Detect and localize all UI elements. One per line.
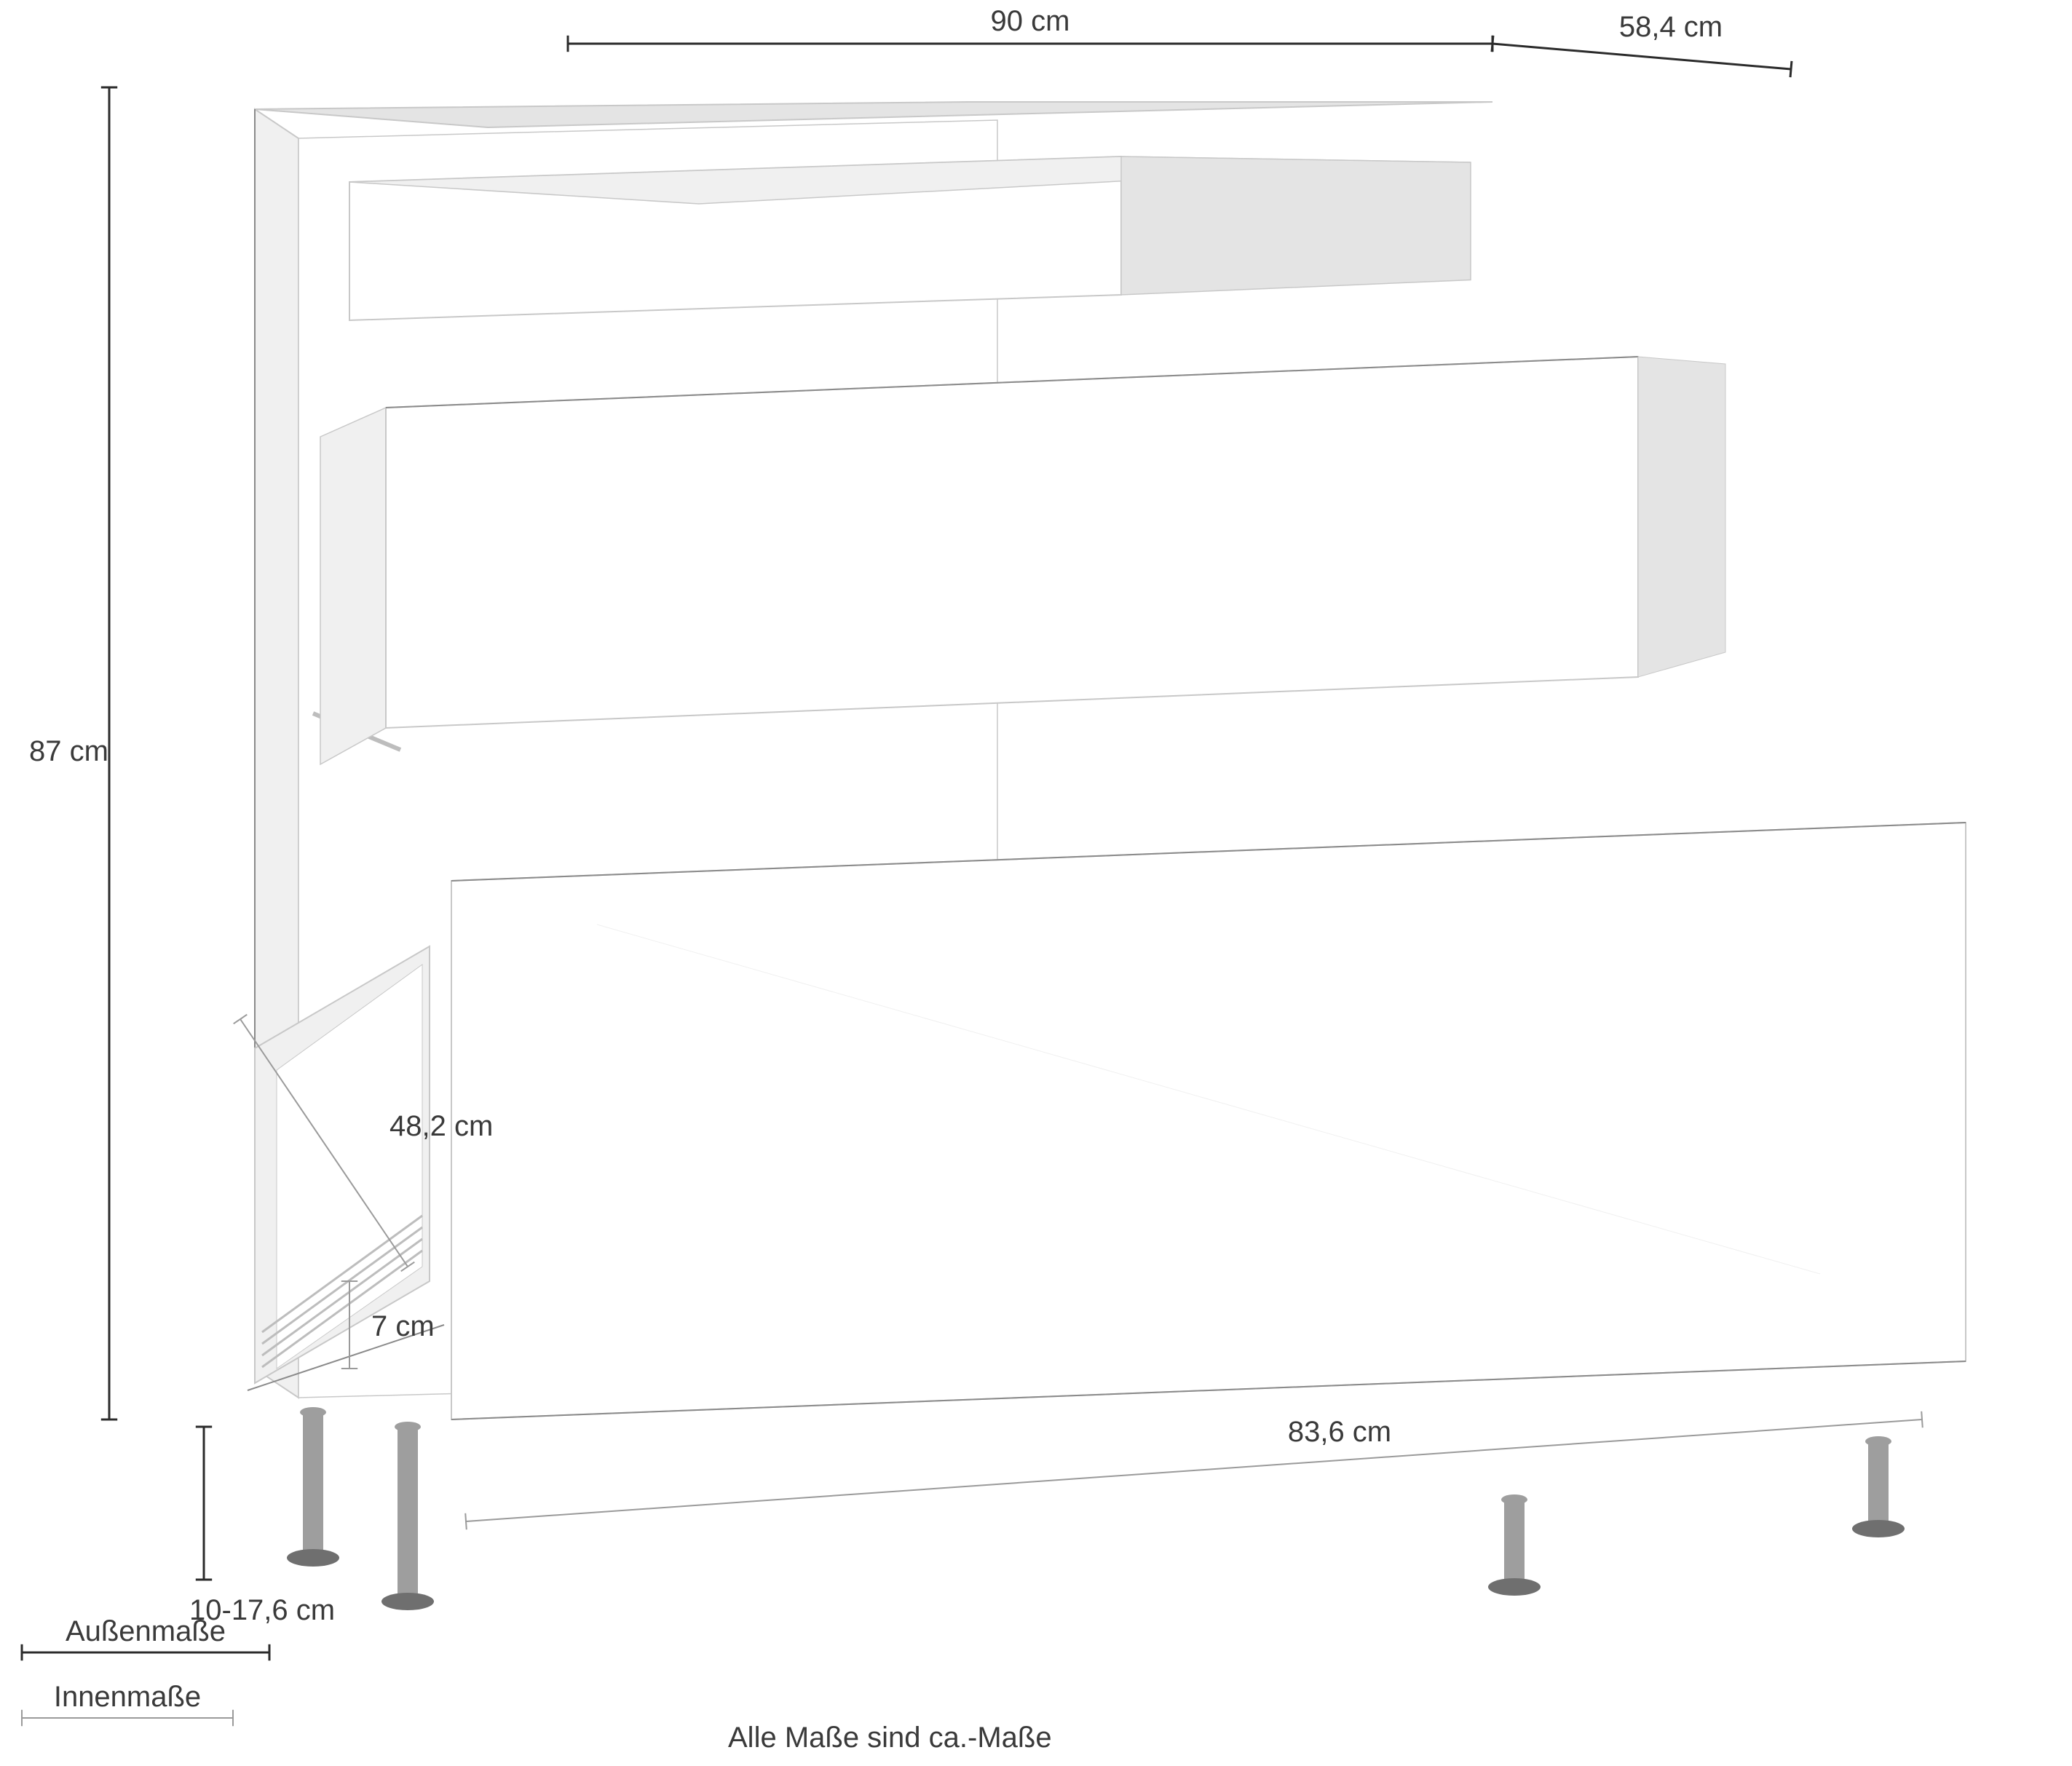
dim-width-top	[568, 36, 1492, 52]
dim-height-left-label: 87 cm	[29, 735, 108, 767]
cabinet-leg	[381, 1422, 434, 1610]
dim-width-top-label: 90 cm	[991, 5, 1070, 37]
cabinet-leg	[287, 1407, 339, 1567]
legend-outer-label: Außenmaße	[66, 1615, 226, 1647]
dim-drawer-depth-label: 48,2 cm	[390, 1110, 493, 1142]
cabinet-leg	[1488, 1494, 1541, 1596]
cabinet-illustration	[248, 102, 1966, 1610]
legend: Außenmaße Innenmaße	[22, 1615, 269, 1726]
footnote: Alle Maße sind ca.-Maße	[728, 1722, 1052, 1754]
dim-leg-height	[196, 1427, 212, 1580]
dim-drawer-side-label: 7 cm	[371, 1310, 435, 1342]
dim-drawer-front-width	[465, 1411, 1923, 1529]
cabinet-leg	[1852, 1436, 1905, 1537]
drawer-2-front	[386, 357, 1638, 728]
dim-drawer-front-width-label: 83,6 cm	[1288, 1416, 1391, 1448]
drawer-3-front	[451, 823, 1966, 1419]
legend-inner-label: Innenmaße	[54, 1681, 201, 1713]
dim-depth-top-label: 58,4 cm	[1619, 11, 1723, 43]
